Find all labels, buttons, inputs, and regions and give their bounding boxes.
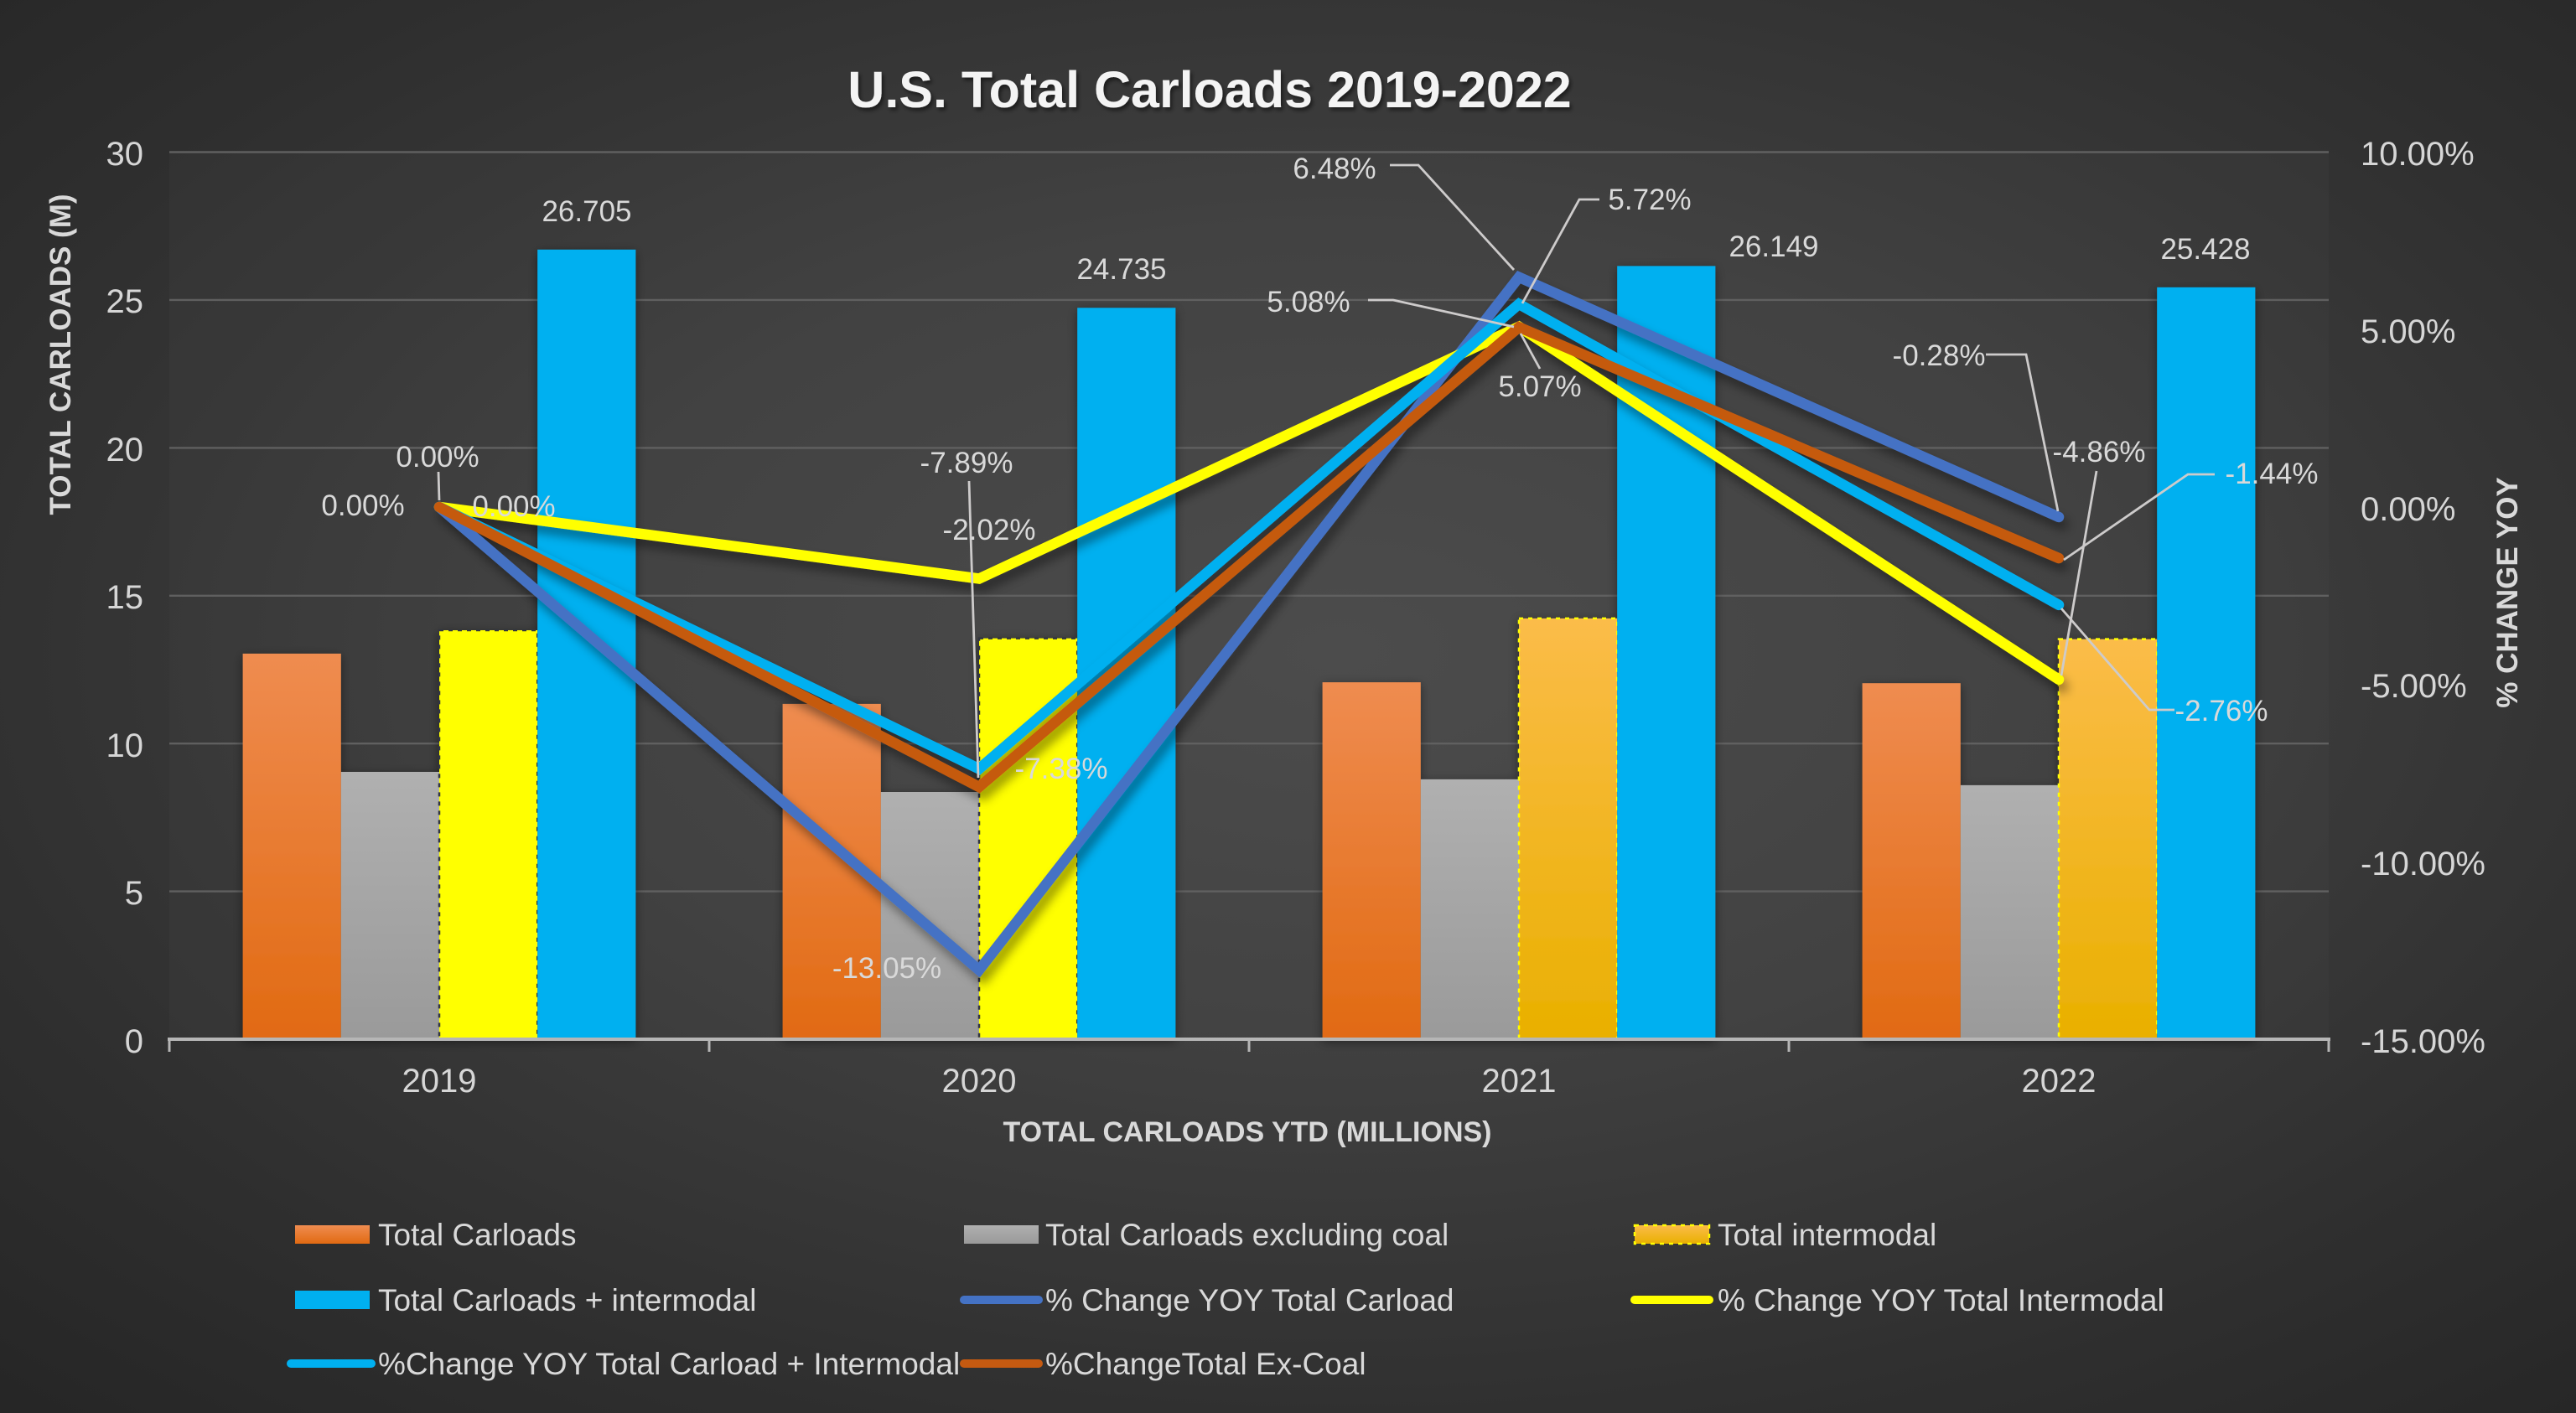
svg-text:2022: 2022 [2022,1063,2097,1100]
svg-text:5: 5 [125,875,143,912]
svg-text:25.428: 25.428 [2160,233,2250,266]
svg-text:TOTAL CARLOADS YTD (MILLIONS): TOTAL CARLOADS YTD (MILLIONS) [1003,1116,1491,1148]
svg-text:0.00%: 0.00% [2361,491,2455,528]
svg-text:-7.38%: -7.38% [1015,753,1108,785]
svg-text:0.00%: 0.00% [472,490,555,523]
svg-text:-7.89%: -7.89% [920,447,1013,479]
svg-text:-0.28%: -0.28% [1893,339,1986,372]
svg-text:Total Carloads + intermodal: Total Carloads + intermodal [378,1283,756,1317]
svg-text:-2.76%: -2.76% [2175,695,2268,727]
svg-text:30: 30 [106,136,144,173]
svg-text:5.07%: 5.07% [1498,370,1581,403]
svg-text:-15.00%: -15.00% [2361,1023,2485,1060]
svg-text:24.735: 24.735 [1076,253,1166,286]
svg-text:2020: 2020 [942,1063,1017,1100]
svg-text:-4.86%: -4.86% [2053,436,2146,468]
svg-text:%ChangeTotal Ex-Coal: %ChangeTotal Ex-Coal [1045,1347,1366,1381]
svg-text:% Change YOY Total Intermodal: % Change YOY Total Intermodal [1718,1283,2164,1317]
svg-text:0.00%: 0.00% [321,489,404,522]
svg-text:0: 0 [125,1023,143,1060]
svg-text:-1.44%: -1.44% [2226,458,2319,490]
svg-text:10.00%: 10.00% [2361,136,2475,173]
svg-text:-2.02%: -2.02% [943,514,1036,546]
svg-text:% CHANGE YOY: % CHANGE YOY [2491,477,2524,708]
svg-text:5.00%: 5.00% [2361,313,2455,350]
svg-text:10: 10 [106,727,144,764]
svg-text:TOTAL CARLOADS (M): TOTAL CARLOADS (M) [44,194,77,515]
svg-text:20: 20 [106,432,144,468]
svg-text:5.08%: 5.08% [1267,286,1350,318]
svg-text:%Change YOY Total Carload + In: %Change YOY Total Carload + Intermodal [378,1347,960,1381]
svg-text:25: 25 [106,283,144,320]
svg-text:2019: 2019 [402,1063,477,1100]
svg-text:Total Carloads: Total Carloads [378,1218,577,1252]
svg-text:Total Carloads excluding coal: Total Carloads excluding coal [1045,1218,1449,1252]
svg-text:-10.00%: -10.00% [2361,846,2485,882]
svg-text:Total intermodal: Total intermodal [1718,1218,1936,1252]
svg-text:0.00%: 0.00% [396,441,479,474]
svg-text:5.72%: 5.72% [1608,184,1691,216]
svg-text:-13.05%: -13.05% [832,952,941,985]
svg-text:-5.00%: -5.00% [2361,668,2467,705]
svg-text:26.705: 26.705 [542,195,631,228]
svg-text:U.S. Total Carloads 2019-2022: U.S. Total Carloads 2019-2022 [847,61,1571,118]
svg-text:6.48%: 6.48% [1293,153,1376,185]
svg-text:2021: 2021 [1482,1063,1557,1100]
svg-text:% Change YOY Total Carload: % Change YOY Total Carload [1045,1283,1454,1317]
svg-text:15: 15 [106,579,144,616]
svg-text:26.149: 26.149 [1729,230,1818,263]
